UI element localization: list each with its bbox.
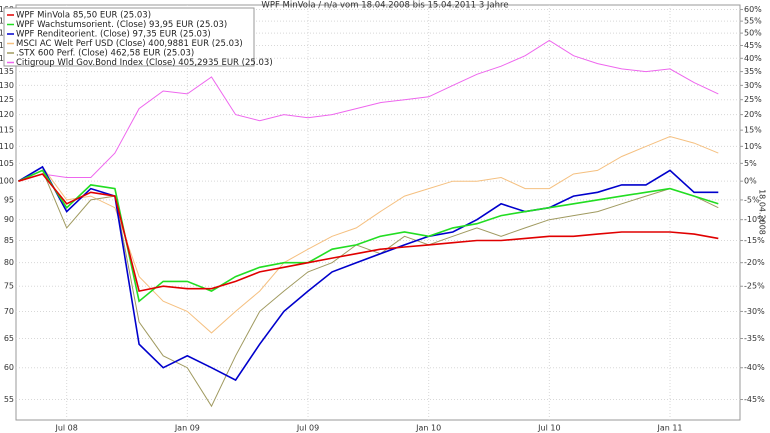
y2-tick-label: 0% (744, 177, 757, 186)
y2-tick-label: -45% (744, 395, 765, 404)
y2-tick-label: 5% (744, 159, 757, 168)
y2-tick-label: -35% (744, 334, 765, 343)
y-tick-label: 100 (0, 177, 14, 186)
series-line (18, 39, 719, 182)
y-tick-label: 90 (4, 215, 14, 224)
x-tick-label: Jul 10 (537, 424, 560, 433)
y2-tick-label: 60% (744, 5, 762, 14)
series-line (18, 169, 719, 408)
x-tick-label: Jul 08 (54, 424, 77, 433)
y2-tick-label: -20% (744, 258, 765, 267)
y2-tick-label: 45% (744, 41, 762, 50)
legend-label: MSCI AC Welt Perf USD (Close) 400,9881 E… (16, 39, 243, 49)
series-line (18, 169, 719, 303)
y-tick-label: 125 (0, 95, 14, 104)
y-tick-label: 95 (4, 195, 14, 204)
y-tick-label: 65 (4, 334, 14, 343)
y-tick-label: 120 (0, 110, 14, 119)
x-tick-label: Jan 10 (415, 424, 441, 433)
y-tick-label: 80 (4, 258, 14, 267)
y-tick-label: 85 (4, 236, 14, 245)
legend-label: Citigroup Wld Gov.Bond Index (Close) 405… (16, 58, 273, 68)
y-tick-label: 130 (0, 81, 14, 90)
x-tick-label: Jan 09 (174, 424, 200, 433)
grid (16, 5, 740, 420)
chart-title: WPF MinVola / n/a vom 18.04.2008 bis 15.… (261, 1, 508, 11)
y2-tick-label: -30% (744, 307, 765, 316)
series-line (18, 173, 719, 293)
y-tick-label: 135 (0, 67, 14, 76)
y2-tick-label: 10% (744, 142, 762, 151)
y-tick-label: 75 (4, 282, 14, 291)
legend-label: .STX 600 Perf. (Close) 462,58 EUR (25.03… (16, 49, 194, 59)
y-tick-label: 55 (4, 395, 14, 404)
x-tick-label: Jul 09 (296, 424, 319, 433)
series-line (17, 165, 719, 382)
y2-tick-label: 25% (744, 95, 762, 104)
plot-area (15, 4, 741, 421)
y2-tick-label: 15% (744, 126, 762, 135)
y2-tick-label: 20% (744, 110, 762, 119)
y2-tick-label: -15% (744, 236, 765, 245)
y-tick-label: 105 (0, 159, 14, 168)
y-tick-label: 115 (0, 126, 14, 135)
y-tick-label: 70 (4, 307, 14, 316)
legend-box (3, 7, 255, 67)
y2-tick-label: -10% (744, 215, 765, 224)
series-line (18, 135, 719, 334)
legend-label: WPF Wachstumsorient. (Close) 93,95 EUR (… (16, 20, 227, 30)
legend: WPF MinVola 85,50 EUR (25.03)WPF Wachstu… (3, 7, 273, 68)
y2-tick-label: -5% (744, 195, 760, 204)
y-tick-label: 110 (0, 142, 14, 151)
y2-tick-label: 40% (744, 54, 762, 63)
y-tick-label: 60 (4, 363, 14, 372)
y2-axis-label: 18.04.2008 (758, 189, 767, 235)
y2-tick-label: 35% (744, 67, 762, 76)
y2-tick-label: 50% (744, 29, 762, 38)
x-tick-label: Jan 11 (656, 424, 682, 433)
legend-label: WPF Renditeorient. (Close) 97,35 EUR (25… (16, 30, 211, 40)
y2-tick-label: -40% (744, 363, 765, 372)
y2-tick-label: 55% (744, 17, 762, 26)
y2-tick-label: 30% (744, 81, 762, 90)
y2-tick-label: -25% (744, 282, 765, 291)
legend-label: WPF MinVola 85,50 EUR (25.03) (16, 11, 151, 21)
